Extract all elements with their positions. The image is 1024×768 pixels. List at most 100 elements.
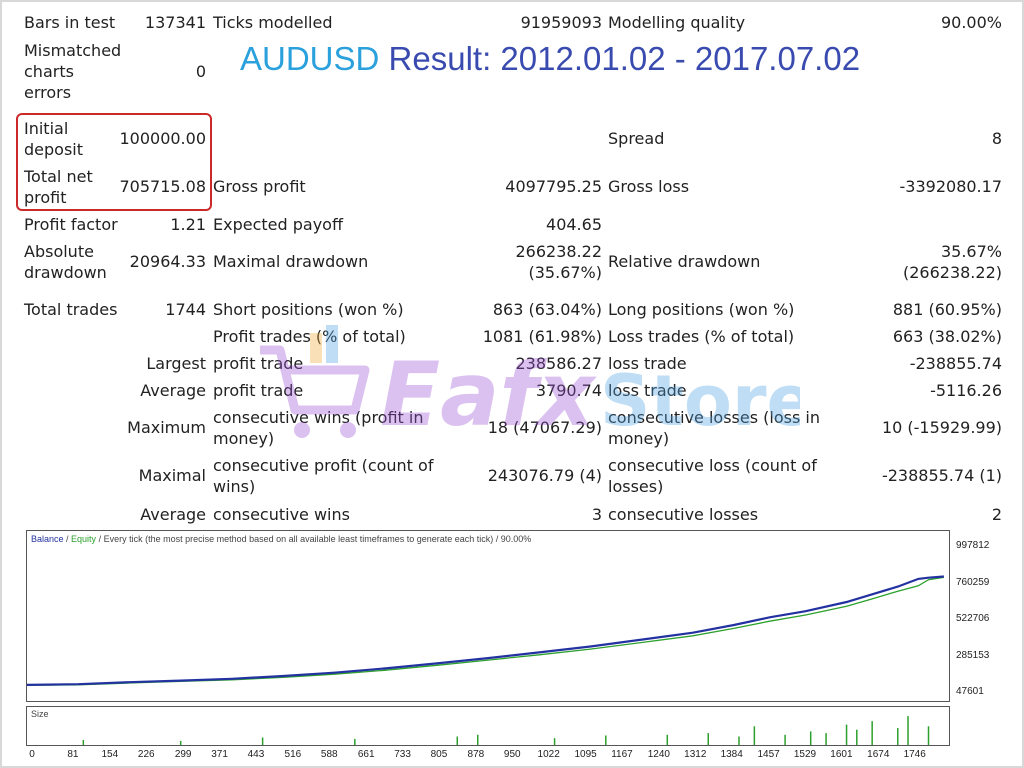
maximal-consec-profit-label-2: wins) <box>213 477 256 496</box>
mismatched-label-2: charts <box>24 62 74 81</box>
profit-factor-label: Profit factor <box>24 215 118 234</box>
balance-line <box>26 575 944 686</box>
x-tick-label: 1457 <box>757 749 780 760</box>
ticks-modelled-value: 91959093 <box>520 13 602 32</box>
legend-balance: Balance <box>31 534 64 544</box>
average-label: Average <box>140 381 206 400</box>
x-tick-label: 516 <box>284 749 302 760</box>
maximal-consec-profit-value: 243076.79 (4) <box>487 466 602 485</box>
total-trades-value: 1744 <box>165 300 206 319</box>
x-tick-label: 0 <box>29 749 35 760</box>
bars-in-test-value: 137341 <box>144 13 206 32</box>
maximal-drawdown-label: Maximal drawdown <box>213 252 369 271</box>
initial-deposit-label-2: deposit <box>24 140 83 159</box>
modelling-quality-label: Modelling quality <box>608 13 746 32</box>
average-profit-label: profit trade <box>213 381 304 400</box>
initial-deposit-label-1: Initial <box>24 119 69 138</box>
max-consec-wins-label-2: money) <box>213 429 275 448</box>
total-trades-label: Total trades <box>24 300 118 319</box>
avg-consec-wins-label: consecutive wins <box>213 505 350 524</box>
total-net-profit-label-1: Total net <box>24 167 93 186</box>
maximal-label: Maximal <box>138 466 206 485</box>
x-tick-label: 1022 <box>537 749 560 760</box>
x-tick-label: 733 <box>394 749 411 760</box>
chart-legend: Balance / Equity / Every tick (the most … <box>31 534 531 544</box>
spread-label: Spread <box>608 129 665 148</box>
long-positions-label: Long positions (won %) <box>608 300 795 319</box>
x-tick-label: 1746 <box>903 749 926 760</box>
expected-payoff-label: Expected payoff <box>213 215 343 234</box>
maximal-consec-profit-label-1: consecutive profit (count of <box>213 456 434 475</box>
relative-drawdown-value-2: (266238.22) <box>902 263 1002 282</box>
largest-loss-value: -238855.74 <box>909 354 1002 373</box>
max-consec-losses-label-2: money) <box>608 429 670 448</box>
spread-value: 8 <box>991 129 1002 148</box>
mismatched-label-1: Mismatched <box>24 41 122 60</box>
x-tick-label: 1240 <box>647 749 670 760</box>
legend-separator: / <box>63 534 72 544</box>
absolute-drawdown-label-2: drawdown <box>24 263 107 282</box>
mismatched-value: 0 <box>195 62 206 81</box>
max-consec-losses-label-1: consecutive losses (loss in <box>608 408 820 427</box>
y-tick-label: 47601 <box>956 686 984 697</box>
x-tick-label: 154 <box>101 749 119 760</box>
max-consec-losses-value: 10 (-15929.99) <box>881 418 1002 437</box>
expected-payoff-value: 404.65 <box>546 215 602 234</box>
x-tick-label: 443 <box>247 749 265 760</box>
size-panel: Size <box>26 706 950 746</box>
average-profit-value: 3790.74 <box>535 381 602 400</box>
profit-factor-value: 1.21 <box>170 215 206 234</box>
x-tick-label: 1384 <box>720 749 743 760</box>
average-loss-label: loss trade <box>608 381 687 400</box>
bars-in-test-label: Bars in test <box>24 13 116 32</box>
maximal-consec-loss-label-2: losses) <box>608 477 664 496</box>
equity-line <box>26 576 944 686</box>
absolute-drawdown-label-1: Absolute <box>24 242 94 261</box>
largest-label: Largest <box>146 354 206 373</box>
y-tick-label: 285153 <box>956 649 990 661</box>
long-positions-value: 881 (60.95%) <box>892 300 1002 319</box>
largest-profit-label: profit trade <box>213 354 304 373</box>
highlight-box <box>16 113 212 211</box>
x-tick-label: 1674 <box>867 749 890 760</box>
x-tick-label: 1312 <box>684 749 707 760</box>
avg-consec-wins-value: 3 <box>591 505 602 524</box>
x-tick-label: 81 <box>67 749 79 760</box>
maximal-consec-loss-label-1: consecutive loss (count of <box>608 456 817 475</box>
y-tick-label: 997812 <box>956 540 990 551</box>
relative-drawdown-value-1: 35.67% <box>940 242 1002 261</box>
profit-trades-label: Profit trades (% of total) <box>213 327 406 346</box>
loss-trades-label: Loss trades (% of total) <box>608 327 795 346</box>
balance-chart: Balance / Equity / Every tick (the most … <box>26 530 950 702</box>
avg-consec-losses-label: consecutive losses <box>608 505 759 524</box>
loss-trades-value: 663 (38.02%) <box>892 327 1002 346</box>
x-tick-label: 1095 <box>574 749 597 760</box>
gross-loss-value: -3392080.17 <box>899 177 1002 196</box>
modelling-quality-value: 90.00% <box>940 13 1002 32</box>
x-tick-label: 950 <box>503 749 521 760</box>
gross-loss-label: Gross loss <box>608 177 690 196</box>
average-loss-value: -5116.26 <box>930 381 1002 400</box>
avg-consec-losses-value: 2 <box>991 505 1002 524</box>
largest-profit-value: 238586.27 <box>515 354 602 373</box>
x-tick-label: 878 <box>467 749 485 760</box>
x-tick-label: 1601 <box>830 749 853 760</box>
total-net-profit-value: 705715.08 <box>119 177 206 196</box>
max-consec-wins-label-1: consecutive wins (profit in <box>213 408 424 427</box>
x-tick-label: 805 <box>430 749 448 760</box>
gross-profit-label: Gross profit <box>213 177 306 196</box>
short-positions-label: Short positions (won %) <box>213 300 404 319</box>
max-consec-wins-value: 18 (47067.29) <box>487 418 602 437</box>
x-tick-label: 1167 <box>611 749 633 760</box>
title-symbol: AUDUSD <box>240 40 380 77</box>
largest-loss-label: loss trade <box>608 354 687 373</box>
page-title: AUDUSD Result: 2012.01.02 - 2017.07.02 <box>240 40 860 78</box>
profit-trades-value: 1081 (61.98%) <box>482 327 602 346</box>
y-tick-label: 522706 <box>956 613 990 624</box>
absolute-drawdown-value: 20964.33 <box>129 252 206 271</box>
x-tick-label: 371 <box>211 749 228 760</box>
maximal-drawdown-value-1: 266238.22 <box>515 242 602 261</box>
chart-plot <box>26 575 944 686</box>
maximum-label: Maximum <box>127 418 206 437</box>
